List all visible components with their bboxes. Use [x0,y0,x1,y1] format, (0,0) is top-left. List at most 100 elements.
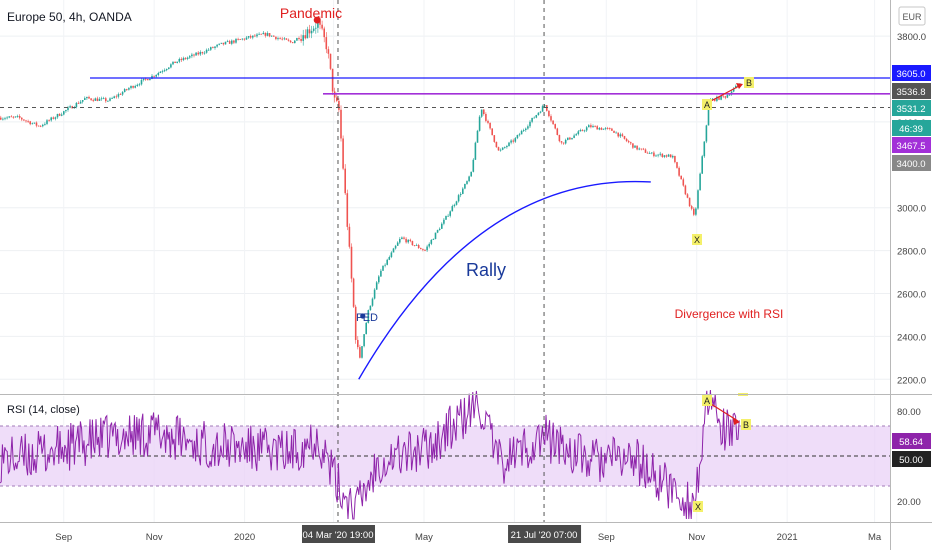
candle-body [487,120,489,123]
price-tag-text: 46:39 [899,124,923,135]
candle-body [273,35,275,37]
candle-body [596,126,598,130]
candle-body [552,120,554,125]
candle-body [4,118,6,120]
candle-body [262,32,265,35]
candle-body [459,193,462,196]
candle-body [609,128,611,129]
candle-body [102,98,105,100]
price-point-x-badge[interactable] [692,234,702,245]
candle-body [115,96,118,98]
price-arrow-head [736,83,743,89]
user-drawings[interactable]: A B X A B X [313,16,754,512]
candle-body [394,245,397,249]
candle-body [573,135,575,138]
candle-body [98,98,101,101]
rsi-divergence-arrow[interactable] [710,403,739,422]
candle-body [109,98,111,101]
currency-button[interactable]: EUR [898,6,926,26]
candle-body [684,185,687,195]
candle-body [480,109,483,117]
rsi-point-x-badge[interactable] [693,501,703,512]
crosshair-time-tag[interactable] [508,525,582,543]
candle-body [218,43,220,45]
rally-label[interactable]: Rally [466,260,506,280]
candle-body [134,85,136,88]
candle-body [422,249,424,251]
price-point-a-badge[interactable] [702,99,712,110]
candle-body [338,100,340,110]
candle-body [203,52,206,54]
candle-body [493,135,496,142]
candle-body [294,40,296,44]
rally-curve[interactable] [358,180,651,380]
fed-label[interactable]: FED [356,312,378,324]
candle-body [403,237,405,239]
candle-body [693,208,695,215]
candle-body [270,35,273,37]
candle-body [283,38,286,40]
candle-body [144,78,147,80]
candle-body [369,305,372,311]
candle-body [409,239,412,242]
candle-body [424,250,426,251]
rsi-axis[interactable]: 80.00 20.00 [897,407,921,508]
candle-body [520,130,523,135]
candle-body [285,38,288,40]
candle-body [37,125,40,127]
candle-body [350,246,353,279]
candle-body [207,49,210,51]
candle-body [199,52,202,55]
price-tag [892,155,931,171]
candle-body [342,138,344,169]
time-axis[interactable]: Sep Nov 2020 May Sep Nov 2021 Ma 04 Mar '20 19:0… [55,525,882,543]
candle-body [174,61,176,63]
candle-body [438,228,441,231]
candle-body [632,143,634,148]
candle-body [571,137,573,140]
candle-body [583,130,586,132]
candle-body [399,239,401,243]
symbol-title[interactable]: Europe 50, 4h, OANDA [7,10,132,24]
candle-body [669,154,672,158]
rsi-point-b-badge[interactable] [741,419,751,430]
candle-body [726,95,729,98]
candle-body [172,61,174,65]
candle-body [132,86,134,88]
candle-body [420,248,422,250]
candle-body [264,32,267,36]
rsi-point-a-badge[interactable] [702,395,712,406]
candle-body [226,41,229,42]
pandemic-peak-marker[interactable] [313,16,321,24]
fed-marker[interactable] [360,313,366,319]
candle-body [499,149,502,151]
candle-body [149,78,151,81]
candle-body [193,54,195,56]
candle-body [478,116,481,131]
candle-body [163,70,166,72]
candle-body [130,86,132,89]
candle-body [630,142,632,144]
candle-body [550,116,552,121]
pandemic-label[interactable]: Pandemic [280,5,342,21]
candle-body [323,28,325,38]
horizontal-levels[interactable] [0,77,890,108]
candle-body [90,98,92,100]
crosshair-time-tag[interactable] [301,525,375,543]
rsi-title[interactable]: RSI (14, close) [7,404,80,416]
divergence-label[interactable]: Divergence with RSI [675,307,784,321]
candle-body [485,114,487,121]
candle-body [138,84,141,86]
candle-body [191,54,193,57]
candle-body [537,112,540,116]
candle-body [722,95,724,97]
candle-body [445,215,447,220]
candle-body [157,72,160,75]
price-divergence-arrow[interactable] [710,84,742,102]
candle-body [27,120,29,122]
price-point-b-badge[interactable] [744,77,754,88]
candle-body [705,125,708,142]
candle-body [476,130,479,143]
candle-body [380,270,382,277]
candle-body [390,252,393,258]
